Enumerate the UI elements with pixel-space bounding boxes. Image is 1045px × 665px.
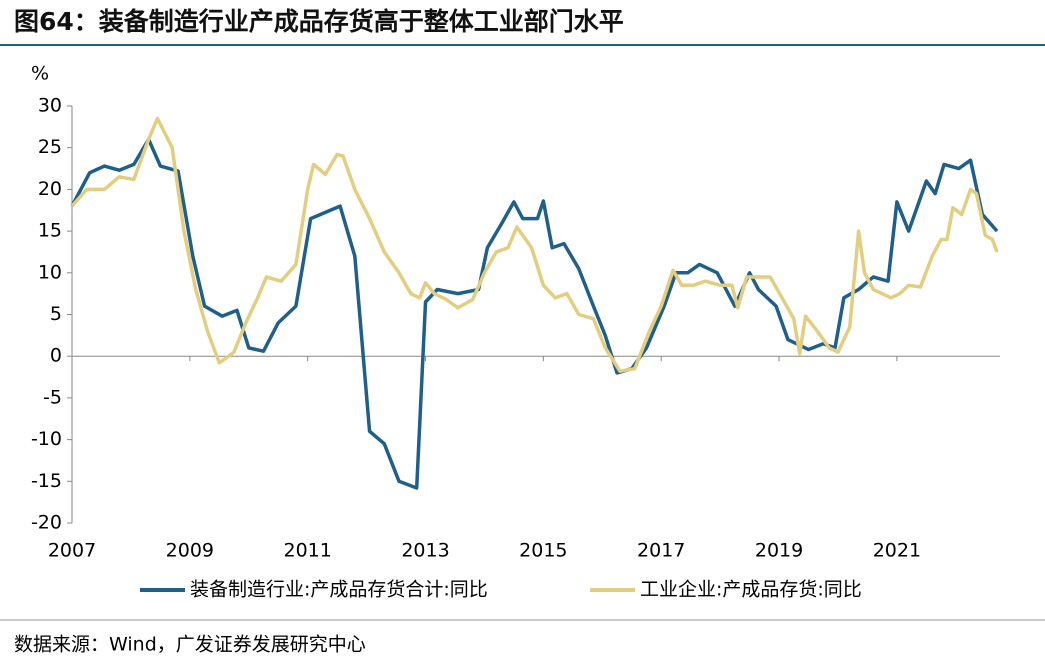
y-tick-label: -5	[43, 386, 62, 408]
chart-title: 图64：装备制造行业产成品存货高于整体工业部门水平	[14, 7, 624, 36]
y-tick-label: -15	[31, 470, 62, 492]
x-tick-label: 2021	[873, 540, 921, 562]
x-tick-label: 2013	[401, 540, 449, 562]
y-tick-label: 10	[38, 261, 62, 283]
series-line	[70, 116, 999, 373]
legend-label: 装备制造行业:产成品存货合计:同比	[190, 579, 488, 601]
x-tick-label: 2007	[48, 540, 96, 562]
y-tick-label: 20	[38, 178, 62, 200]
series-line	[70, 137, 999, 490]
x-tick-label: 2009	[166, 540, 214, 562]
source-note: 数据来源：Wind，广发证券发展研究中心	[14, 634, 366, 656]
x-tick-label: 2017	[637, 540, 685, 562]
y-tick-label: 30	[38, 95, 62, 117]
y-tick-label: 5	[50, 303, 62, 325]
y-tick-label: 15	[38, 220, 62, 242]
y-tick-label: 0	[50, 345, 62, 367]
y-tick-label: 25	[38, 136, 62, 158]
x-tick-label: 2015	[519, 540, 567, 562]
x-tick-label: 2019	[755, 540, 803, 562]
y-axis-label: %	[31, 63, 49, 85]
legend-label: 工业企业:产成品存货:同比	[640, 579, 862, 601]
y-tick-label: -20	[31, 512, 62, 534]
y-tick-label: -10	[31, 428, 62, 450]
x-tick-label: 2011	[284, 540, 332, 562]
